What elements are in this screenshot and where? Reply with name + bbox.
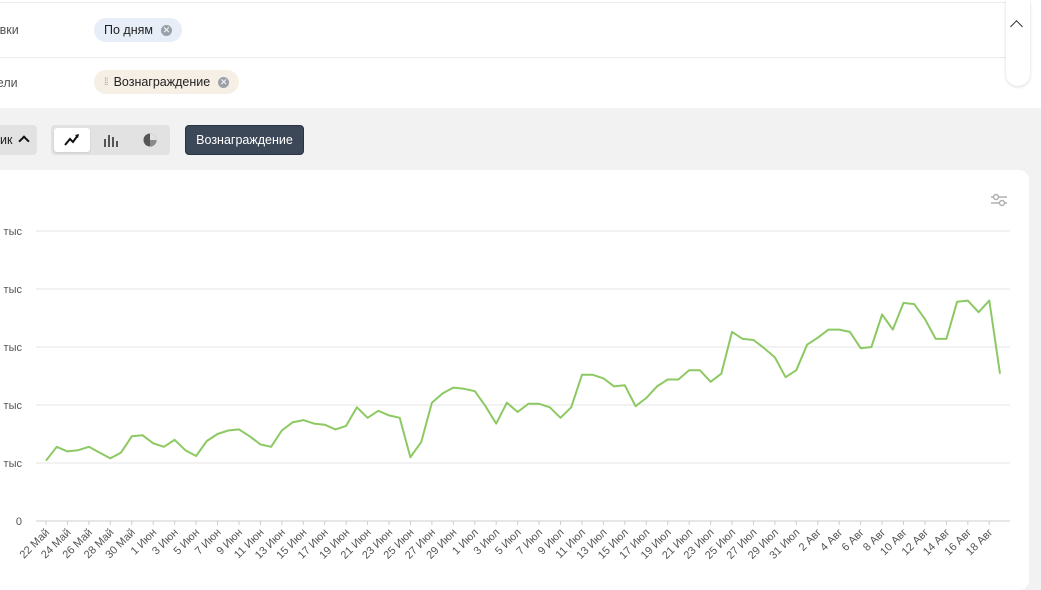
metric-chip[interactable]: ⁞⁞ Вознаграждение ✕: [94, 70, 240, 94]
metrics-label: азатели: [0, 76, 18, 90]
grouping-chip-label: По дням: [104, 23, 153, 37]
x-tick-label: 4 Авг: [818, 527, 845, 554]
remove-grouping-icon[interactable]: ✕: [160, 24, 172, 36]
y-tick-label: 0: [16, 516, 22, 528]
line-chart-button[interactable]: [54, 128, 90, 152]
y-tick-label: 5 тыс: [0, 400, 22, 412]
series: [45, 299, 1001, 462]
chart-toggle-button[interactable]: ик: [0, 125, 37, 155]
line-chart-icon: [64, 134, 79, 146]
y-tick-label: 5 тыс: [0, 458, 22, 470]
pie-chart-button[interactable]: [132, 128, 168, 152]
bar-chart-button[interactable]: [93, 128, 129, 152]
drag-handle-icon[interactable]: ⁞⁞: [104, 76, 108, 88]
chart-settings-icon[interactable]: [990, 192, 1008, 208]
grouping-row: пировки По дням ✕: [0, 2, 1006, 58]
remove-metric-icon[interactable]: ✕: [218, 76, 230, 88]
collapse-filters-button[interactable]: [1006, 0, 1030, 86]
pie-chart-icon: [143, 133, 157, 147]
chart-toggle-label: ик: [0, 133, 13, 147]
metrics-row: азатели ⁞⁞ Вознаграждение ✕: [0, 56, 1006, 110]
filters-panel: пировки По дням ✕ азатели ⁞⁞ Вознагражде…: [0, 0, 1041, 108]
y-tick-label: 5 тыс: [0, 226, 22, 238]
x-tick-label: 6 Авг: [840, 527, 867, 554]
y-axis-ticks: 0 5 тыс 5 тыс 5 тыс 9 тыс 5 тыс: [0, 226, 22, 528]
metric-chip-label: Вознаграждение: [113, 75, 211, 89]
grouping-label: пировки: [0, 23, 19, 37]
series-line: [45, 299, 1001, 462]
y-tick-label: 5 тыс: [0, 342, 22, 354]
metric-select-button[interactable]: Вознаграждение: [185, 125, 304, 155]
x-tick-label: 2 Авг: [797, 527, 824, 554]
bar-chart-icon: [104, 135, 118, 147]
y-tick-label: 9 тыс: [0, 284, 22, 296]
chart-type-switch: [51, 125, 170, 155]
grouping-chip[interactable]: По дням ✕: [94, 18, 182, 42]
grid-lines: [36, 230, 1010, 522]
chart-card: [0, 170, 1029, 590]
